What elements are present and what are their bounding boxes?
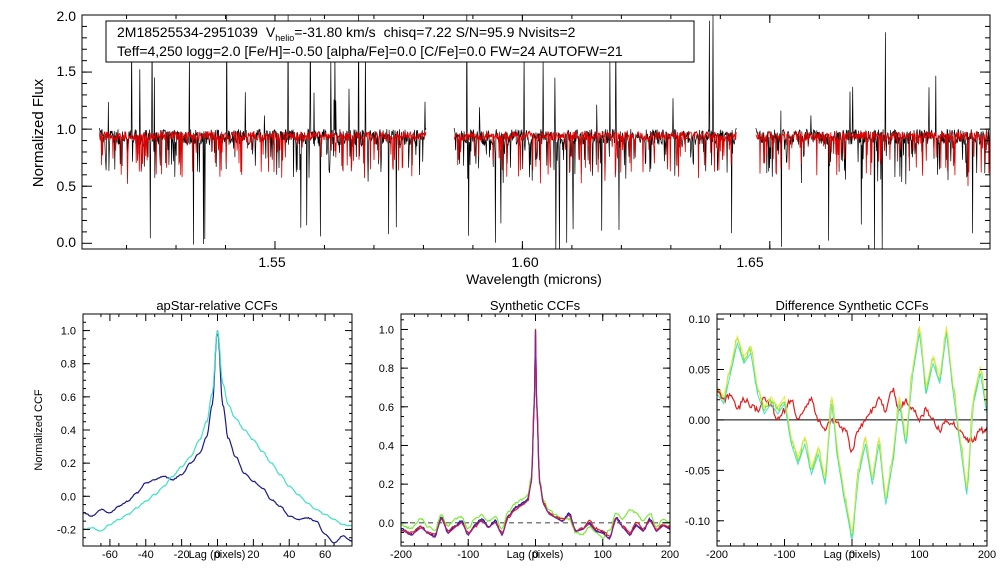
ccf-series-line bbox=[83, 330, 352, 544]
ccf-ytick-label: -0.10 bbox=[685, 516, 710, 528]
difference-ccf-xlabel: Lag (pixels) bbox=[824, 549, 881, 561]
model-spectrum-line bbox=[98, 129, 990, 187]
ccf-xtick-label: 40 bbox=[283, 549, 295, 561]
difference-ccf-title: Difference Synthetic CCFs bbox=[776, 298, 929, 313]
ccf-series-line bbox=[401, 328, 670, 540]
ccf-series-line bbox=[83, 330, 352, 532]
ccf-ytick-label: 0.2 bbox=[379, 479, 394, 491]
ccf-series-line bbox=[401, 329, 670, 538]
spectrum-xtick-label: 1.60 bbox=[511, 254, 538, 270]
ccf-ytick-label: 0.05 bbox=[689, 364, 710, 376]
ccf-ytick-label: 1.0 bbox=[379, 324, 394, 336]
ccf-xtick-label: -20 bbox=[174, 549, 190, 561]
ccf-ytick-label: 0.8 bbox=[61, 359, 76, 371]
ccf-xtick-label: -200 bbox=[390, 549, 412, 561]
ccf-ytick-label: 0.0 bbox=[61, 491, 76, 503]
apstar-ccf-ylabel: Normalized CCF bbox=[33, 389, 45, 471]
ccf-ytick-label: 0.8 bbox=[379, 363, 394, 375]
ccf-ytick-label: 0.6 bbox=[379, 402, 394, 414]
ccf-ytick-label: 0.00 bbox=[689, 415, 710, 427]
ccf-ytick-label: 0.6 bbox=[61, 392, 76, 404]
header-line-1: 2M18525534-2951039 Vhelio=-31.80 km/s chis… bbox=[117, 24, 576, 43]
spectrum-header-box: 2M18525534-2951039 Vhelio=-31.80 km/s chis… bbox=[105, 20, 695, 63]
spectrum-xtick-label: 1.65 bbox=[736, 254, 763, 270]
difference-ccf-panel: Difference Synthetic CCFs Lag (pixels) -… bbox=[685, 298, 996, 561]
spectrum-ytick-label: 2.0 bbox=[57, 8, 77, 24]
ccf-ytick-label: 1.0 bbox=[61, 326, 76, 338]
ccf-ytick-label: 0.0 bbox=[379, 518, 394, 530]
spectrum-xlabel: Wavelength (microns) bbox=[466, 271, 602, 287]
ccf-ytick-label: 0.10 bbox=[689, 314, 710, 326]
ccf-xtick-label: -100 bbox=[773, 549, 795, 561]
ccf-xtick-label: 0 bbox=[849, 549, 855, 561]
apstar-ccf-panel: apStar-relative CCFs Lag (pixels) Normal… bbox=[33, 298, 353, 561]
spectrum-ytick-label: 0.0 bbox=[57, 234, 77, 250]
apstar-ccf-xlabel: Lag (pixels) bbox=[189, 549, 246, 561]
ccf-ytick-label: 0.4 bbox=[379, 440, 394, 452]
ccf-series-line bbox=[717, 326, 987, 533]
spectrum-panel: 0.0 0.5 1.0 1.5 2.0 1.55 1.60 1.65 Wavel… bbox=[30, 8, 991, 287]
ccf-xtick-label: 20 bbox=[247, 549, 259, 561]
header-line-2: Teff=4,250 logg=2.0 [Fe/H]=-0.50 [alpha/… bbox=[117, 43, 623, 59]
difference-ccf-frame bbox=[716, 313, 988, 547]
synthetic-ccf-xlabel: Lag (pixels) bbox=[507, 549, 564, 561]
ccf-xtick-label: 100 bbox=[910, 549, 928, 561]
spectrum-ytick-label: 0.5 bbox=[57, 178, 77, 194]
ccf-ytick-label: 0.2 bbox=[61, 458, 76, 470]
spectrum-xtick-label: 1.55 bbox=[258, 254, 285, 270]
spectrum-ytick-label: 1.0 bbox=[57, 121, 77, 137]
spectrum-ytick-label: 1.5 bbox=[57, 63, 77, 79]
apstar-ccf-title: apStar-relative CCFs bbox=[156, 298, 278, 313]
ccf-xtick-label: -200 bbox=[706, 549, 728, 561]
ccf-xtick-label: 100 bbox=[594, 549, 612, 561]
ccf-xtick-label: -100 bbox=[457, 549, 479, 561]
ccf-series-line bbox=[717, 328, 987, 539]
ccf-ytick-label: -0.05 bbox=[685, 465, 710, 477]
apstar-ccf-frame bbox=[82, 313, 353, 547]
ccf-xtick-label: 200 bbox=[661, 549, 679, 561]
ccf-ytick-label: -0.2 bbox=[57, 524, 76, 536]
ccf-ytick-label: 0.4 bbox=[61, 425, 76, 437]
ccf-series-line bbox=[401, 330, 670, 541]
spectrum-ylabel: Normalized Flux bbox=[30, 78, 47, 187]
ccf-xtick-label: 0 bbox=[214, 549, 220, 561]
ccf-xtick-label: -60 bbox=[102, 549, 118, 561]
synthetic-ccf-panel: Synthetic CCFs Lag (pixels) -200 -100 0 100… bbox=[379, 298, 679, 561]
synthetic-ccf-title: Synthetic CCFs bbox=[490, 298, 581, 313]
ccf-series-line bbox=[717, 387, 987, 454]
spectrum-frame bbox=[81, 14, 991, 250]
ccf-xtick-label: 0 bbox=[532, 549, 538, 561]
ccf-xtick-label: 60 bbox=[319, 549, 331, 561]
ccf-xtick-label: 200 bbox=[978, 549, 996, 561]
ccf-xtick-label: -40 bbox=[138, 549, 154, 561]
ccf-series-line bbox=[717, 333, 987, 540]
